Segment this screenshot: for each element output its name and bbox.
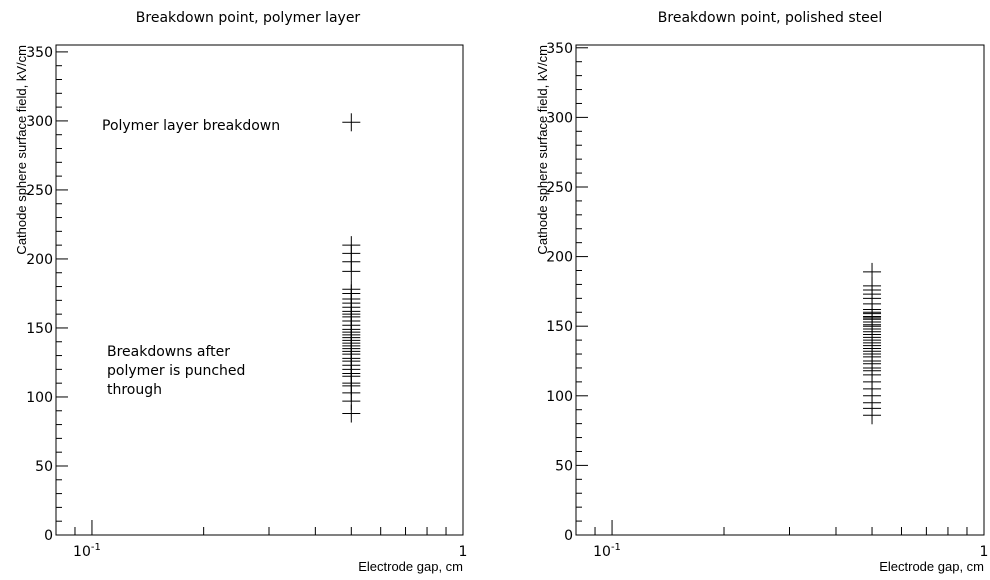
y-tick-label: 250 (26, 183, 53, 199)
x-axis-title: Electrode gap, cm (358, 559, 463, 574)
y-tick-label: 200 (26, 252, 53, 268)
y-tick-label: 0 (564, 528, 573, 544)
chart-title: Breakdown point, polymer layer (136, 10, 361, 26)
y-tick-label: 200 (546, 250, 573, 266)
annotation-line: Breakdowns after (107, 344, 230, 360)
y-tick-label: 150 (546, 319, 573, 335)
y-tick-label: 300 (26, 114, 53, 130)
y-tick-label: 350 (546, 41, 573, 57)
y-axis-title: Cathode sphere surface field, kV/cm (535, 45, 550, 255)
y-axis-title: Cathode sphere surface field, kV/cm (14, 45, 29, 255)
x-tick-label: 10-1 (73, 542, 101, 560)
chart-panel-2: Breakdown point, polished steel 0 50 100 150… (535, 10, 988, 574)
data-point (863, 262, 882, 281)
annotation-line: through (107, 382, 162, 398)
annotation-label: Polymer layer breakdown (102, 118, 280, 134)
chart-title: Breakdown point, polished steel (658, 10, 882, 26)
y-tick-label: 100 (26, 390, 53, 406)
data-point (342, 280, 361, 299)
data-point (342, 236, 361, 255)
x-axis-title: Electrode gap, cm (879, 559, 984, 574)
x-tick-label: 1 (980, 544, 989, 560)
x-tick-label: 1 (459, 544, 468, 560)
y-tick-label: 350 (26, 45, 53, 61)
y-tick-label: 300 (546, 110, 573, 126)
annotation-line: polymer is punched (107, 363, 245, 379)
y-tick-label: 150 (26, 321, 53, 337)
data-point (342, 113, 361, 132)
y-tick-label: 250 (546, 180, 573, 196)
x-tick-label: 10-1 (593, 542, 621, 560)
chart-panel-1: Breakdown point, polymer layer 0 50 100 150 2… (14, 10, 467, 574)
plot-frame (55, 44, 464, 536)
y-tick-label: 50 (555, 458, 573, 474)
y-tick-label: 100 (546, 389, 573, 405)
y-tick-label: 50 (35, 459, 53, 475)
plot-frame (575, 44, 985, 536)
y-tick-label: 0 (44, 528, 53, 544)
